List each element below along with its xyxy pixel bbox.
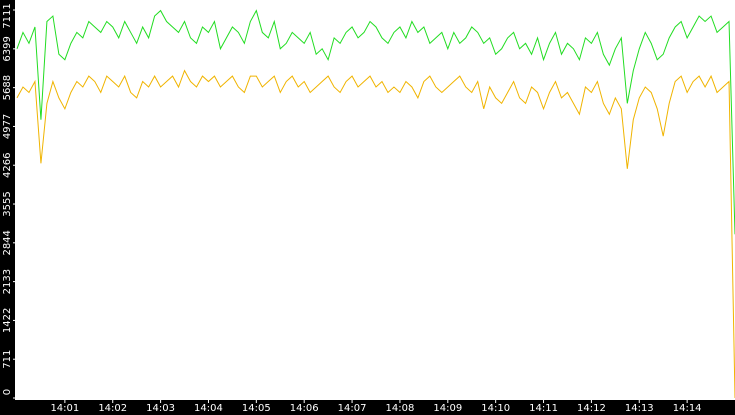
y-tick-label: 1422: [2, 308, 13, 333]
x-tick-label: 14:03: [146, 403, 175, 414]
y-tick-label: 4977: [2, 114, 13, 139]
x-tick-label: 14:09: [433, 403, 462, 414]
x-tick-label: 14:02: [98, 403, 127, 414]
y-tick-label: 3555: [2, 191, 13, 216]
x-tick-label: 14:06: [290, 403, 319, 414]
y-tick-label: 2133: [2, 269, 13, 294]
x-tick-label: 14:05: [242, 403, 271, 414]
y-tick-label: 4266: [2, 153, 13, 178]
x-tick-label: 14:10: [481, 403, 510, 414]
y-tick-label: 0: [2, 389, 13, 395]
x-tick-label: 14:07: [338, 403, 367, 414]
series-line: [16, 9, 735, 235]
y-tick-label: 2844: [2, 230, 13, 255]
x-tick-label: 14:14: [673, 403, 702, 414]
y-tick-label: 711: [2, 350, 13, 369]
x-tick-label: 14:08: [386, 403, 415, 414]
x-tick-label: 14:12: [577, 403, 606, 414]
y-tick-label: 6399: [2, 36, 13, 61]
x-tick-label: 14:04: [194, 403, 223, 414]
x-tick-label: 14:01: [50, 403, 79, 414]
plot-area: [15, 0, 735, 400]
y-tick-label: 5688: [2, 75, 13, 100]
x-tick-label: 14:11: [529, 403, 558, 414]
series-line: [16, 69, 735, 399]
y-tick-label: 7111: [2, 3, 13, 28]
x-tick-label: 14:13: [625, 403, 654, 414]
